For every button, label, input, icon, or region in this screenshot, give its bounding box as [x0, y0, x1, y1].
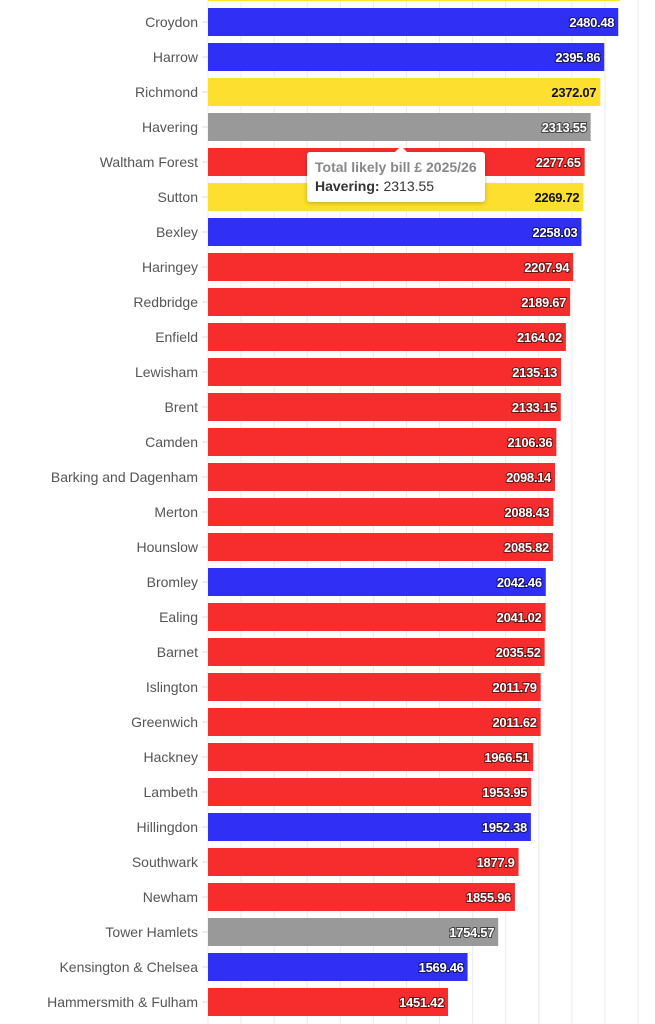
value-label: 2088.43 [504, 505, 549, 520]
category-label: Bexley [156, 224, 198, 240]
category-label: Sutton [158, 189, 198, 205]
category-label: Greenwich [131, 714, 198, 730]
value-label: 2042.46 [497, 575, 542, 590]
category-label: Islington [146, 679, 198, 695]
bar[interactable] [208, 848, 519, 876]
value-label: 1855.96 [466, 890, 511, 905]
bar[interactable] [208, 953, 468, 981]
category-label: Richmond [135, 84, 198, 100]
tooltip-value: 2313.55 [383, 178, 435, 194]
category-label: Haringey [142, 259, 198, 275]
bar[interactable] [208, 883, 515, 911]
bar[interactable] [208, 638, 545, 666]
bar[interactable] [208, 8, 619, 36]
category-label: Waltham Forest [100, 154, 198, 170]
category-label: Harrow [153, 49, 199, 65]
category-label: Merton [154, 504, 198, 520]
bar[interactable] [208, 288, 571, 316]
value-label: 1952.38 [482, 820, 527, 835]
bar[interactable] [208, 918, 499, 946]
bar[interactable] [208, 393, 561, 421]
value-label: 1953.95 [482, 785, 527, 800]
value-label: 2035.52 [496, 645, 541, 660]
bar[interactable] [208, 428, 557, 456]
value-label: 2269.72 [534, 190, 579, 205]
category-label: Havering [142, 119, 198, 135]
category-label: Barnet [157, 644, 198, 660]
tooltip-title: Total likely bill £ 2025/26 [315, 159, 477, 175]
category-label: Tower Hamlets [105, 924, 198, 940]
bar[interactable] [208, 218, 582, 246]
tooltip: Total likely bill £ 2025/26 Havering: 23… [307, 146, 485, 202]
category-label: Barking and Dagenham [51, 469, 198, 485]
value-label: 2011.79 [493, 680, 537, 695]
category-label: Hillingdon [137, 819, 198, 835]
value-label: 2313.55 [542, 120, 587, 135]
value-label: 1877.9 [477, 855, 515, 870]
bar[interactable] [208, 43, 605, 71]
category-label: Southwark [132, 854, 199, 870]
category-label: Redbridge [133, 294, 198, 310]
bar[interactable] [208, 603, 546, 631]
bar[interactable] [208, 708, 541, 736]
value-label: 2098.14 [506, 470, 552, 485]
bar[interactable] [208, 323, 566, 351]
bar[interactable] [208, 0, 620, 1]
value-label: 2135.13 [512, 365, 557, 380]
category-label: Hounslow [137, 539, 199, 555]
category-label: Brent [165, 399, 199, 415]
value-label: 1754.57 [449, 925, 494, 940]
category-label: Kensington & Chelsea [59, 959, 198, 975]
bar[interactable] [208, 568, 546, 596]
category-label: Lambeth [144, 784, 198, 800]
category-label: Bromley [147, 574, 198, 590]
value-label: 2164.02 [517, 330, 562, 345]
value-label: 1569.46 [419, 960, 464, 975]
bar[interactable] [208, 358, 562, 386]
bar[interactable] [208, 533, 553, 561]
value-label: 1966.51 [484, 750, 529, 765]
bar[interactable] [208, 673, 541, 701]
bar[interactable] [208, 113, 591, 141]
bar[interactable] [208, 78, 601, 106]
value-label: 2041.02 [497, 610, 542, 625]
value-label: 1451.42 [399, 995, 444, 1010]
bar[interactable] [208, 253, 574, 281]
bar[interactable] [208, 463, 556, 491]
category-label: Hackney [144, 749, 198, 765]
value-label: 2395.86 [555, 50, 600, 65]
value-label: 2207.94 [524, 260, 570, 275]
value-label: 2189.67 [521, 295, 566, 310]
bar[interactable] [208, 813, 531, 841]
value-label: 2133.15 [512, 400, 557, 415]
category-label: Lewisham [135, 364, 198, 380]
category-label: Ealing [159, 609, 198, 625]
bar[interactable] [208, 498, 554, 526]
category-label: Hammersmith & Fulham [47, 994, 198, 1010]
value-label: 2085.82 [504, 540, 549, 555]
tooltip-key: Havering: [315, 178, 380, 194]
value-label: 2011.62 [493, 715, 537, 730]
category-label: Enfield [155, 329, 198, 345]
value-label: 2372.07 [551, 85, 596, 100]
value-label: 2277.65 [536, 155, 581, 170]
category-label: Newham [143, 889, 198, 905]
category-label: Croydon [145, 14, 198, 30]
bar[interactable] [208, 778, 532, 806]
value-label: 2480.48 [569, 15, 614, 30]
value-label: 2258.03 [533, 225, 578, 240]
category-label: Camden [145, 434, 198, 450]
bar[interactable] [208, 743, 534, 771]
value-label: 2106.36 [507, 435, 552, 450]
bar[interactable] [208, 988, 449, 1016]
